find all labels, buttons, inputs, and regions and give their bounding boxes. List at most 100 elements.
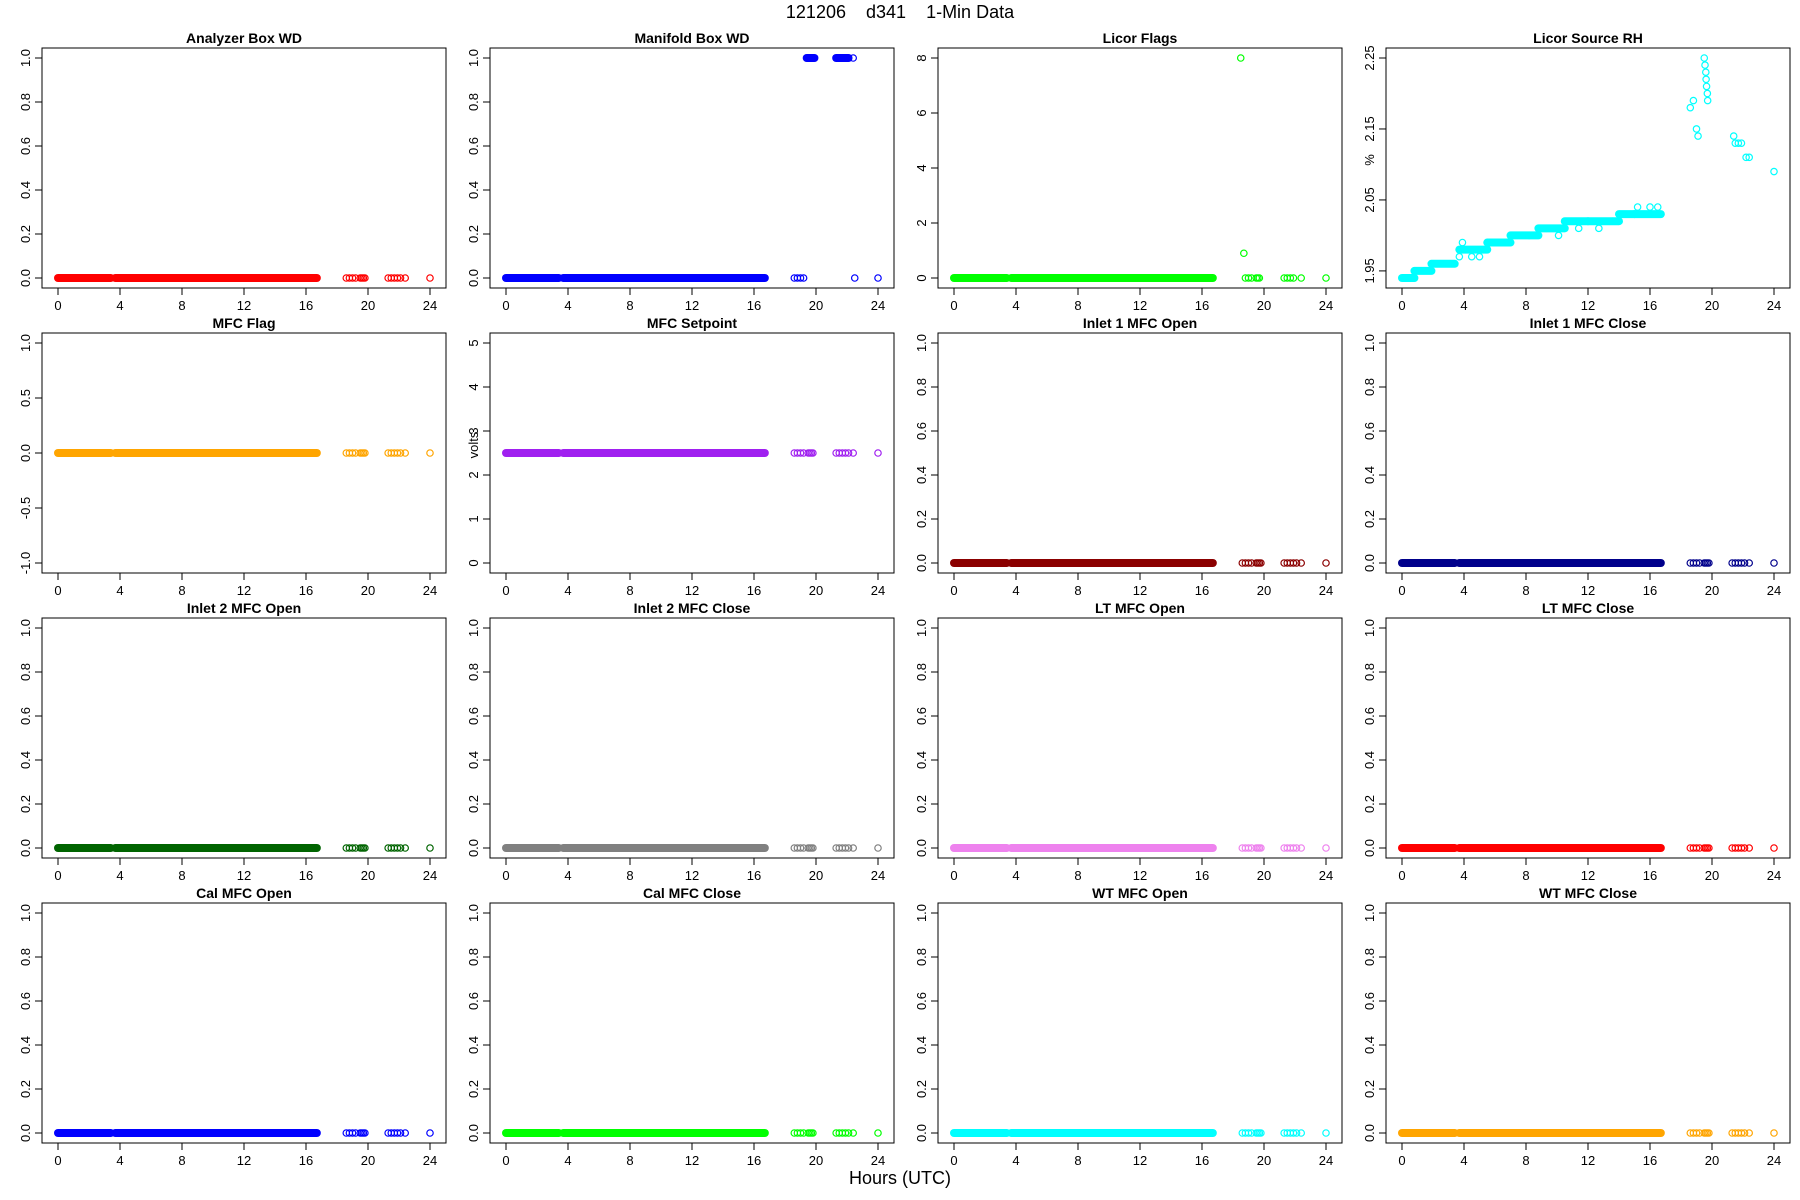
data-point	[1297, 844, 1306, 852]
x-tick-label: 8	[1522, 298, 1529, 313]
data-point	[796, 1129, 805, 1137]
x-tick-label: 8	[1522, 1153, 1529, 1168]
y-tick-label: 1.0	[18, 49, 33, 67]
data-point	[401, 449, 410, 457]
data-point	[850, 274, 859, 282]
y-tick-label: 1	[466, 515, 481, 522]
y-tick-label: 0	[466, 559, 481, 566]
x-tick-label: 20	[361, 868, 375, 883]
x-tick-label: 24	[871, 1153, 885, 1168]
data-point	[1692, 125, 1701, 133]
data-point	[1498, 238, 1507, 247]
data-point	[401, 1129, 410, 1137]
x-tick-label: 12	[685, 1153, 699, 1168]
x-tick-label: 4	[1460, 1153, 1467, 1168]
x-tick-label: 4	[1012, 868, 1019, 883]
data-point	[426, 274, 434, 282]
data-point	[809, 1129, 817, 1137]
data-point	[401, 274, 410, 282]
plot-frame	[41, 617, 447, 859]
x-tick-label: 8	[626, 298, 633, 313]
y-tick-label: 0.6	[1362, 992, 1377, 1010]
x-tick-label: 16	[299, 298, 313, 313]
panel-title: WT MFC Open	[1092, 885, 1188, 901]
x-tick-label: 4	[564, 1153, 571, 1168]
plot-frame	[1385, 332, 1791, 574]
data-point	[1745, 1129, 1754, 1137]
x-tick-label: 12	[237, 298, 251, 313]
data-point	[849, 1129, 858, 1137]
panel-title: Analyzer Box WD	[186, 30, 302, 46]
y-tick-label: 0.4	[18, 181, 33, 199]
y-tick-label: 1.0	[914, 334, 929, 352]
x-tick-label: 16	[1643, 583, 1657, 598]
x-tick-label: 0	[502, 1153, 509, 1168]
data-point	[361, 844, 369, 852]
y-tick-label: 0.2	[1362, 1080, 1377, 1098]
x-tick-label: 20	[1705, 298, 1719, 313]
data-point	[1292, 844, 1301, 852]
x-tick-label: 16	[747, 868, 761, 883]
x-tick-label: 8	[178, 1153, 185, 1168]
data-point	[874, 449, 882, 457]
chart-panel: WT MFC Close 0 4 8 12 16 20 24 0.0 0.2 0.4 0.6 0.8 1.…	[1362, 885, 1791, 1168]
x-tick-label: 0	[1398, 298, 1405, 313]
data-point	[1554, 231, 1563, 240]
x-tick-label: 8	[1522, 868, 1529, 883]
x-tick-label: 24	[423, 1153, 437, 1168]
data-point	[1289, 1129, 1298, 1137]
data-point	[1322, 1129, 1330, 1137]
y-tick-label: 6	[914, 109, 929, 116]
y-tick-label: 1.0	[466, 904, 481, 922]
data-point	[426, 1129, 434, 1137]
x-tick-label: 0	[950, 868, 957, 883]
y-tick-label: 0.8	[466, 663, 481, 681]
x-tick-label: 8	[1074, 1153, 1081, 1168]
chart-panel: Licor Source RH 0 4 8 12 16 20 24 1.95 2.05 2.15 2.…	[1362, 30, 1791, 313]
y-tick-label: 0.0	[18, 444, 33, 462]
y-tick-label: 0.2	[914, 795, 929, 813]
plot-frame	[41, 902, 447, 1144]
data-point	[841, 844, 850, 852]
x-tick-label: 24	[1319, 583, 1333, 598]
data-point	[1609, 217, 1617, 226]
x-tick-label: 8	[178, 583, 185, 598]
x-tick-label: 16	[1643, 868, 1657, 883]
y-tick-label: 0.8	[466, 948, 481, 966]
y-tick-label: 0.0	[1362, 1124, 1377, 1142]
data-point	[844, 844, 853, 852]
data-point	[809, 844, 817, 852]
x-tick-label: 20	[1257, 298, 1271, 313]
data-point	[348, 274, 357, 282]
x-tick-label: 0	[1398, 1153, 1405, 1168]
data-point	[1705, 844, 1713, 852]
data-point	[841, 1129, 850, 1137]
x-tick-label: 12	[1581, 298, 1595, 313]
data-point	[1703, 89, 1712, 98]
panel-title: LT MFC Close	[1542, 600, 1635, 616]
y-tick-label: 4	[914, 164, 929, 171]
data-point	[401, 844, 410, 852]
y-tick-label: 1.0	[18, 904, 33, 922]
y-tick-label: 0.0	[1362, 839, 1377, 857]
x-tick-label: 24	[1319, 868, 1333, 883]
chart-panel: Cal MFC Close 0 4 8 12 16 20 24 0.0 0.2 0.4 0.6 0.8 1…	[466, 885, 895, 1168]
x-tick-label: 12	[1133, 868, 1147, 883]
panel-title: Licor Flags	[1103, 30, 1178, 46]
y-tick-label: 0.0	[914, 1124, 929, 1142]
panel-title: MFC Setpoint	[647, 315, 738, 331]
y-tick-label: 0.8	[1362, 378, 1377, 396]
data-point	[1244, 274, 1253, 282]
panel-title: Licor Source RH	[1533, 30, 1643, 46]
data-point	[1646, 203, 1654, 211]
x-tick-label: 16	[299, 583, 313, 598]
x-tick-label: 24	[1767, 583, 1781, 598]
x-tick-label: 12	[685, 298, 699, 313]
y-tick-label: 0.8	[18, 93, 33, 111]
data-point	[1633, 203, 1642, 211]
data-point	[841, 449, 850, 457]
y-tick-label: 0.2	[466, 225, 481, 243]
data-point	[849, 54, 858, 62]
x-tick-label: 12	[1581, 1153, 1595, 1168]
